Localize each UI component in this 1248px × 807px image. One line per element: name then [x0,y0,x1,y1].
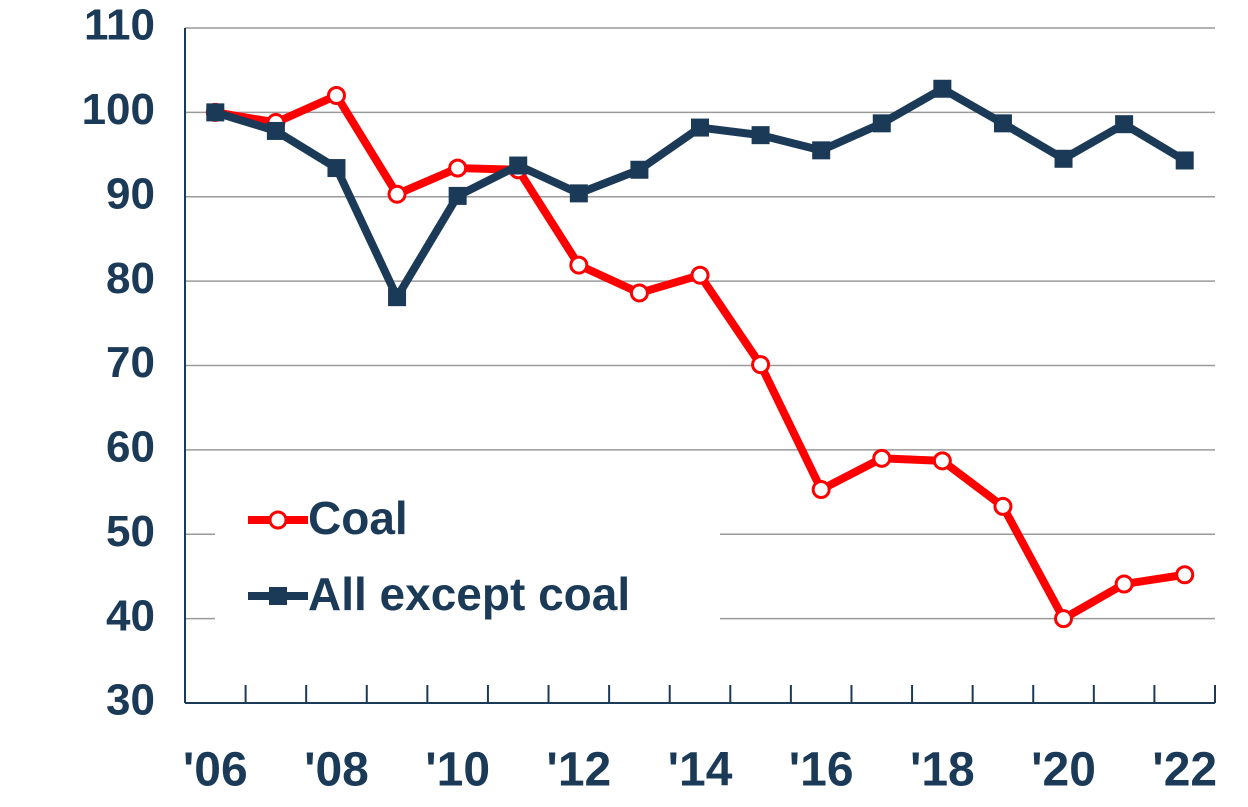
data-point [811,480,831,500]
data-point [1175,151,1194,170]
data-point [1175,565,1195,585]
y-tick-label: 70 [106,338,155,387]
data-point [388,288,407,307]
data-point [872,448,892,468]
x-tick-label: '22 [1152,744,1217,797]
data-point [872,114,891,133]
x-tick-label: '18 [910,744,975,797]
legend-label: Coal [308,492,408,544]
y-tick-label: 40 [106,591,155,640]
legend-background [215,482,720,624]
legend-label: All except coal [308,568,630,620]
x-tick-label: '06 [183,744,248,797]
data-point [751,355,771,375]
data-point [629,283,649,303]
legend-marker [268,510,288,530]
data-point [993,496,1013,516]
x-tick-label: '10 [425,744,490,797]
data-point [326,86,346,105]
y-tick-label: 100 [82,85,155,134]
y-tick-label: 110 [84,1,155,50]
data-point [932,451,952,471]
y-tick-label: 80 [106,254,155,303]
data-point [691,118,709,137]
x-tick-label: '08 [304,744,369,797]
data-point [569,255,589,275]
data-point [448,158,468,178]
y-tick-label: 60 [106,423,155,472]
data-point [1054,149,1073,168]
data-point [266,121,285,140]
data-point [448,186,467,205]
data-point [327,159,346,178]
x-tick-label: '16 [789,744,854,797]
data-point [387,184,407,204]
data-point [1115,115,1134,134]
data-point [993,114,1012,133]
x-tick-label: '14 [668,744,733,797]
data-point [569,184,588,203]
data-point [751,126,770,145]
data-point [812,141,831,160]
data-point [630,160,649,179]
data-point [690,265,710,285]
data-point [933,79,952,98]
y-tick-label: 30 [106,676,155,725]
x-tick-label: '12 [546,744,611,797]
x-tick-label: '20 [1031,744,1096,797]
data-point [509,156,528,175]
data-point [206,103,225,122]
data-point [1114,574,1134,594]
data-point [1054,609,1074,629]
y-tick-label: 50 [106,507,155,556]
y-tick-label: 90 [106,169,155,218]
legend-marker [269,587,287,605]
